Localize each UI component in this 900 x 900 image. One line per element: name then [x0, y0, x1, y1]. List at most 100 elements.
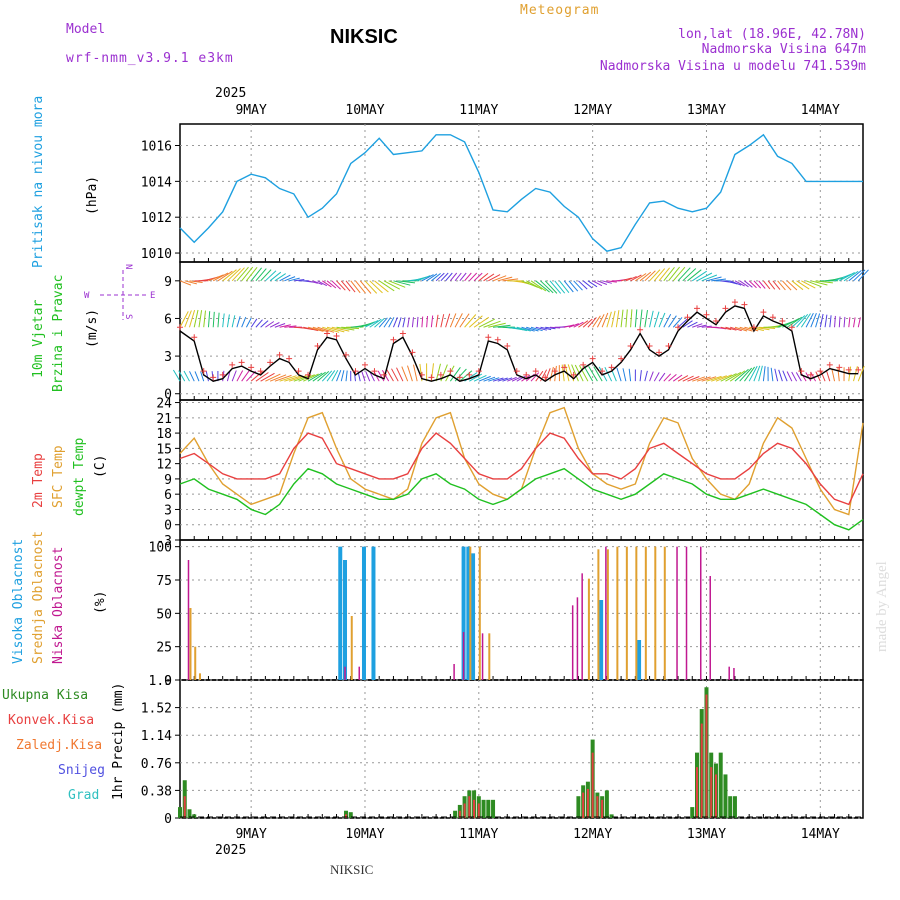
wind-arrow [758, 365, 763, 382]
wind-arrow [592, 315, 601, 328]
wind-gust-marker [343, 351, 350, 358]
wind-arrow [255, 372, 269, 382]
wind-arrow [274, 323, 286, 328]
wind-gust-marker [191, 334, 198, 341]
wind-arrow [383, 317, 392, 328]
day-label-top: 10MAY [345, 103, 384, 118]
low-cloud-bar [728, 666, 730, 680]
wind-arrow [535, 280, 550, 293]
wind-arrow [620, 309, 624, 328]
mid-cloud-bar [198, 673, 201, 680]
conv-precip-bar [582, 792, 585, 818]
wind-arrow [345, 370, 348, 382]
day-label-bottom: 13MAY [687, 827, 726, 842]
wind-arrow [341, 326, 360, 330]
wind-arrow [639, 271, 652, 282]
y-tick-label: 18 [156, 427, 172, 442]
wind-gust-marker [693, 305, 700, 312]
wind-arrow [393, 280, 411, 286]
day-label-top: 14MAY [801, 103, 840, 118]
wind-arrow [715, 326, 727, 330]
total-precip-bar [604, 790, 609, 818]
wind-arrow [653, 268, 666, 282]
wind-arrow [478, 318, 496, 328]
wind-arrow [593, 366, 603, 382]
wind-gust-marker [855, 366, 862, 373]
temp2m-label: 2m Temp [31, 453, 46, 508]
wind-arrow [250, 267, 262, 282]
wind-arrow [634, 309, 638, 328]
wind-arrow [516, 375, 526, 382]
low-cloud-label: Niska Oblacnost [51, 547, 66, 664]
wind-arrow [767, 280, 776, 290]
high-cloud-bar [461, 546, 466, 680]
wind-arrow [435, 314, 439, 328]
wind-arrow [516, 326, 531, 332]
compass-n: N [123, 264, 133, 269]
wind-gust-marker [646, 343, 653, 350]
wind-arrow [454, 313, 463, 328]
year-top: 2025 [215, 86, 246, 101]
high-cloud-bar [361, 546, 366, 680]
wind-gust-marker [760, 309, 767, 316]
wind-arrow [668, 315, 677, 328]
wind-arrow [426, 315, 428, 328]
wind-arrow [326, 326, 345, 333]
wind-arrow [658, 372, 666, 382]
wind-arrow [578, 280, 588, 290]
wind-arrow [179, 311, 189, 328]
wind-arrow [701, 325, 712, 328]
wind-arrow [378, 317, 388, 328]
wind-arrow [744, 366, 756, 382]
wind-arrow [189, 280, 203, 283]
plot-area: 10101012101410160369-3036912151821240255… [141, 103, 869, 842]
wind-gust-marker [200, 368, 207, 375]
wind-arrow [770, 367, 774, 382]
wind-arrow [312, 371, 326, 382]
wind-arrow [265, 373, 281, 382]
wind-arrow [488, 377, 500, 382]
wind-gust-marker [845, 366, 852, 373]
wind-arrow [744, 326, 759, 332]
wind-arrow [810, 313, 817, 328]
wind-arrow [312, 280, 323, 285]
wind-arrow [829, 315, 832, 328]
wind-arrow [269, 374, 287, 382]
wind-arrow [473, 374, 487, 382]
day-label-bottom: 10MAY [345, 827, 384, 842]
wind-arrow [396, 367, 404, 382]
wind-gust-marker [428, 374, 435, 381]
year-bottom: 2025 [215, 843, 246, 858]
total-precip-bar [481, 799, 486, 818]
wind-arrow [172, 369, 181, 382]
wind-arrow [782, 370, 788, 382]
wind-gust-marker [248, 364, 255, 371]
wind-arrow [658, 312, 666, 328]
y-tick-label: 1.14 [141, 729, 172, 744]
mid-cloud-label: Srednja Oblacnost [31, 531, 46, 664]
wind-arrow [587, 280, 598, 288]
wind-arrow [649, 269, 661, 282]
total-precip-bar [728, 796, 733, 818]
wind-arrow [492, 275, 507, 282]
wind-arrow [696, 376, 711, 382]
wind-gust-marker [703, 311, 710, 318]
wind-arrow [639, 309, 643, 328]
wind-gust-marker [390, 336, 397, 343]
wind-gust-marker [675, 324, 682, 331]
conv-precip-bar [695, 767, 698, 818]
wind-gust-marker [504, 343, 511, 350]
wind-arrow [331, 326, 350, 332]
wind-arrow [606, 280, 617, 283]
total-precip-bar [178, 807, 182, 818]
wind-arrow [582, 280, 593, 289]
wind-arrow [212, 272, 229, 282]
wind-arrow [194, 371, 200, 382]
wind-arrow [530, 280, 547, 292]
sfc-label: SFC Temp [51, 445, 66, 508]
wind-arrow [687, 321, 698, 328]
wind-arrow [345, 280, 356, 293]
conv-precip-bar [477, 803, 480, 818]
wind-arrow [857, 317, 861, 328]
wind-arrow [739, 367, 753, 382]
